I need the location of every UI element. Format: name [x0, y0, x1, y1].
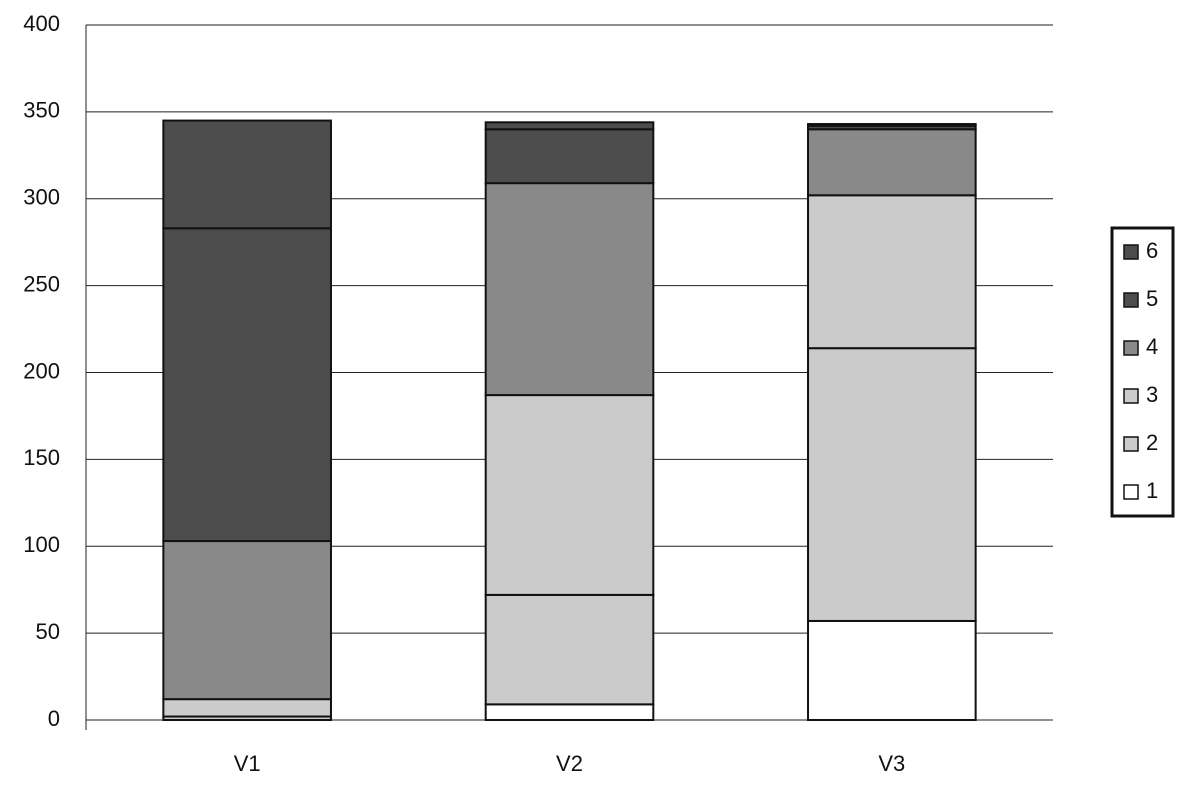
bar-segment: [484, 703, 655, 721]
y-tick-label: 50: [36, 619, 60, 644]
bar-segment: [484, 128, 655, 185]
legend-label: 3: [1146, 382, 1158, 407]
bar-segment: [807, 123, 977, 127]
y-tick-label: 400: [23, 11, 60, 36]
bar-segment: [162, 540, 332, 701]
x-tick-label: V3: [878, 751, 905, 776]
legend-swatch: [1123, 388, 1139, 404]
bar-segment: [484, 593, 655, 706]
y-tick-label: 100: [23, 532, 60, 557]
legend-label: 2: [1146, 430, 1158, 455]
bar-segment: [162, 227, 332, 543]
legend-swatch: [1123, 484, 1139, 500]
y-tick-label: 200: [23, 358, 60, 383]
y-tick-label: 150: [23, 445, 60, 470]
bar-segment: [807, 194, 977, 350]
bar-segment: [807, 619, 977, 722]
y-tick-label: 250: [23, 271, 60, 296]
bar-segment: [162, 698, 332, 718]
y-tick-label: 350: [23, 98, 60, 123]
y-tick-label: 0: [48, 706, 60, 731]
bar-segment: [162, 119, 332, 230]
bar-segment: [484, 182, 655, 397]
bar-segment: [484, 394, 655, 596]
legend-label: 4: [1146, 334, 1158, 359]
legend-label: 1: [1146, 478, 1158, 503]
legend-label: 6: [1146, 238, 1158, 263]
x-tick-label: V1: [234, 751, 261, 776]
legend-swatch: [1123, 340, 1139, 356]
legend-label: 5: [1146, 286, 1158, 311]
x-tick-label: V2: [556, 751, 583, 776]
bar-segment: [484, 121, 655, 131]
legend-swatch: [1123, 244, 1139, 260]
bar-segment: [807, 128, 977, 197]
y-tick-label: 300: [23, 185, 60, 210]
legend-box: [1110, 226, 1175, 518]
bar-segment: [807, 347, 977, 622]
legend-swatch: [1123, 292, 1139, 308]
legend-swatch: [1123, 436, 1139, 452]
